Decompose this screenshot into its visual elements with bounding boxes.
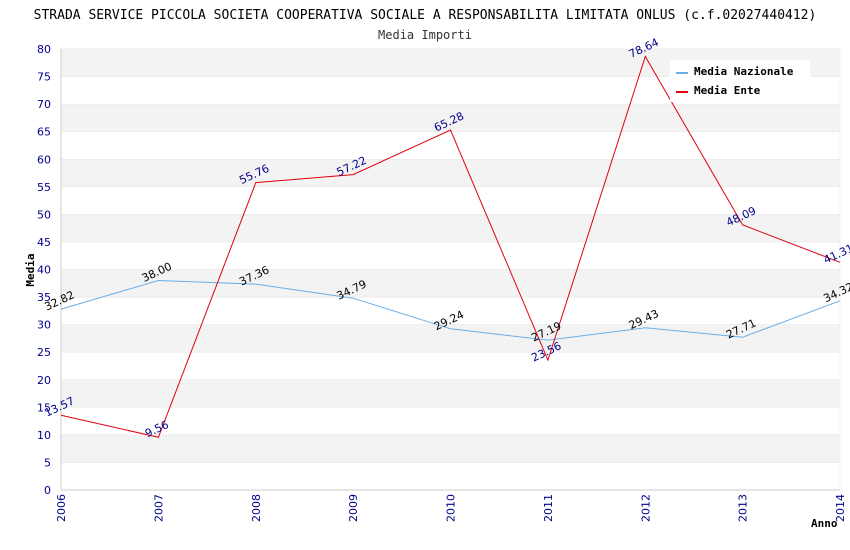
grid-band: [60, 407, 841, 436]
x-tick-label: 2008: [250, 494, 263, 522]
y-tick-label: 0: [44, 484, 51, 497]
y-axis-label: Media: [24, 253, 37, 286]
y-tick-label: 35: [37, 291, 51, 304]
series-line-media-nazionale: [60, 279, 841, 341]
legend: Media Nazionale Media Ente: [670, 60, 810, 102]
y-tick-label: 15: [37, 401, 51, 414]
y-tick-label: 50: [37, 208, 51, 221]
legend-label-media-nazionale: Media Nazionale: [694, 65, 794, 78]
x-axis-label: Anno: [811, 517, 838, 530]
grid-band: [60, 351, 841, 380]
y-tick-label: 80: [37, 43, 51, 56]
x-tick-label: 2006: [55, 494, 68, 522]
x-tick-label: 2012: [639, 494, 652, 522]
y-tick-label: 30: [37, 319, 51, 332]
grid-band: [60, 462, 841, 491]
x-tick-label: 2009: [347, 494, 360, 522]
grid-band: [60, 379, 841, 408]
grid-band: [60, 296, 841, 325]
y-tick-label: 20: [37, 374, 51, 387]
grid-band: [60, 269, 841, 298]
series-lines: [60, 55, 841, 438]
y-tick-label: 75: [37, 71, 51, 84]
y-axis-ticks: 0 5 10 15 20 25 30 35 40 45 50 55 60 65 70 75 80: [37, 43, 51, 497]
series-line-media-ente: [60, 55, 841, 438]
x-tick-label: 2010: [445, 494, 458, 522]
y-tick-label: 10: [37, 429, 51, 442]
y-tick-label: 5: [44, 456, 51, 469]
grid-band: [60, 159, 841, 188]
x-tick-label: 2007: [152, 494, 165, 522]
legend-box: [670, 60, 810, 102]
x-tick-label: 2014: [834, 494, 847, 522]
grid-band: [60, 434, 841, 463]
grid-band: [60, 241, 841, 270]
x-axis-ticks: 2006 2007 2008 2009 2010 2011 2012 2013 2014: [55, 494, 847, 522]
y-tick-label: 70: [37, 98, 51, 111]
chart-subtitle: Media Importi: [378, 28, 472, 42]
y-tick-label: 25: [37, 346, 51, 359]
grid-band: [60, 186, 841, 215]
chart-title: STRADA SERVICE PICCOLA SOCIETA COOPERATI…: [34, 8, 817, 23]
x-tick-label: 2013: [737, 494, 750, 522]
grid-band: [60, 214, 841, 243]
y-tick-label: 60: [37, 153, 51, 166]
legend-label-media-ente: Media Ente: [694, 84, 761, 97]
y-tick-label: 65: [37, 126, 51, 139]
y-tick-label: 40: [37, 264, 51, 277]
y-tick-label: 55: [37, 181, 51, 194]
x-tick-label: 2011: [542, 494, 555, 522]
grid-band: [60, 131, 841, 160]
y-tick-label: 45: [37, 236, 51, 249]
